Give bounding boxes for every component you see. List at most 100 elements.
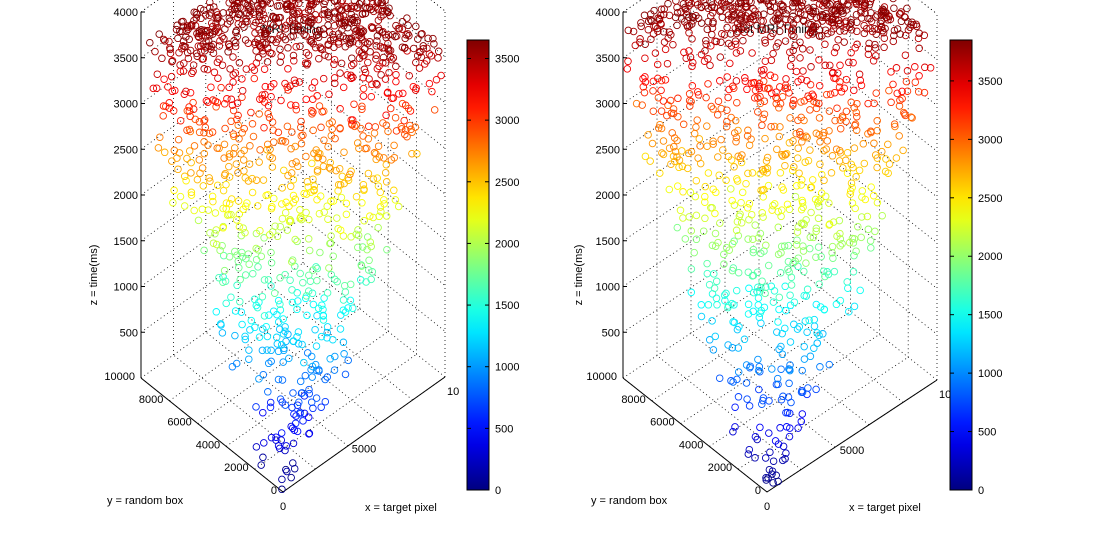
data-point [759, 0, 767, 3]
data-point [383, 7, 391, 15]
data-point [649, 87, 657, 95]
data-point [199, 182, 208, 190]
data-point [334, 30, 343, 38]
data-point [314, 153, 323, 162]
data-point [881, 24, 889, 33]
data-point [267, 282, 275, 290]
data-point [889, 0, 897, 3]
data-point [769, 29, 777, 38]
data-point [379, 59, 387, 67]
data-point [825, 221, 833, 229]
data-point [826, 90, 835, 98]
data-point [369, 175, 378, 183]
data-point [373, 32, 382, 40]
data-point [238, 93, 246, 101]
data-point [813, 339, 821, 347]
data-point [263, 346, 271, 354]
data-point [759, 213, 767, 221]
data-point [239, 156, 248, 164]
data-point [724, 39, 733, 48]
data-point [359, 73, 368, 82]
data-point [669, 105, 678, 113]
data-point [281, 270, 289, 279]
data-point [404, 30, 412, 38]
data-point [427, 52, 436, 60]
data-point [296, 377, 305, 386]
data-point [307, 398, 316, 406]
data-point [382, 178, 391, 186]
data-point [775, 305, 783, 314]
data-point [146, 38, 154, 47]
data-point [304, 6, 313, 14]
data-point [793, 0, 800, 3]
data-point [276, 222, 285, 231]
data-point [644, 17, 653, 26]
data-point [874, 25, 882, 34]
data-point [314, 30, 323, 39]
data-point [717, 135, 725, 144]
grid-line [140, 33, 304, 150]
data-point [782, 149, 791, 158]
data-point [707, 204, 715, 212]
data-point [183, 126, 191, 134]
data-point [734, 27, 742, 36]
data-point [770, 122, 779, 131]
data-point [187, 191, 196, 199]
data-point [338, 0, 347, 5]
data-point [257, 252, 266, 261]
data-point [308, 110, 316, 118]
data-point [825, 199, 833, 207]
data-point [248, 174, 256, 183]
data-point [289, 6, 297, 15]
data-point [712, 277, 721, 286]
data-point [864, 44, 873, 53]
data-point [783, 408, 792, 417]
data-point [430, 40, 438, 48]
data-point [281, 25, 290, 33]
data-point [663, 59, 672, 68]
data-point [871, 227, 879, 236]
x-axis-label: x = target pixel [365, 502, 437, 514]
data-point [647, 35, 655, 43]
data-point [754, 82, 763, 90]
data-point [344, 304, 352, 312]
data-point [352, 230, 360, 239]
data-point [926, 64, 935, 72]
z-tick-label: 2000 [114, 190, 138, 202]
data-point [914, 34, 923, 43]
data-point [845, 58, 853, 67]
data-point [723, 23, 731, 32]
data-point [710, 3, 719, 12]
data-point [336, 69, 344, 77]
data-point [692, 123, 700, 131]
data-point [337, 193, 346, 202]
data-point [785, 432, 794, 441]
data-point [333, 214, 341, 222]
data-point [737, 16, 745, 25]
data-point [714, 97, 723, 105]
data-point [797, 75, 806, 84]
data-point [222, 199, 231, 207]
data-point [174, 165, 182, 174]
y-tick-label: 10000 [586, 371, 617, 383]
data-point [759, 193, 767, 201]
data-point [314, 15, 323, 24]
data-point [218, 61, 227, 69]
data-point [382, 121, 391, 130]
data-point [276, 58, 284, 66]
data-point [305, 215, 313, 224]
data-point [301, 371, 310, 380]
data-point [291, 195, 300, 204]
data-point [325, 264, 333, 272]
grid-line [622, 265, 794, 379]
data-point [815, 32, 824, 40]
data-point [701, 214, 709, 223]
data-point [775, 104, 783, 112]
colorbar-tick-label: 1500 [978, 310, 1002, 322]
data-point [741, 2, 750, 11]
data-point [812, 99, 821, 107]
data-point [287, 473, 295, 482]
colorbar-tick-label: 3000 [495, 115, 519, 127]
